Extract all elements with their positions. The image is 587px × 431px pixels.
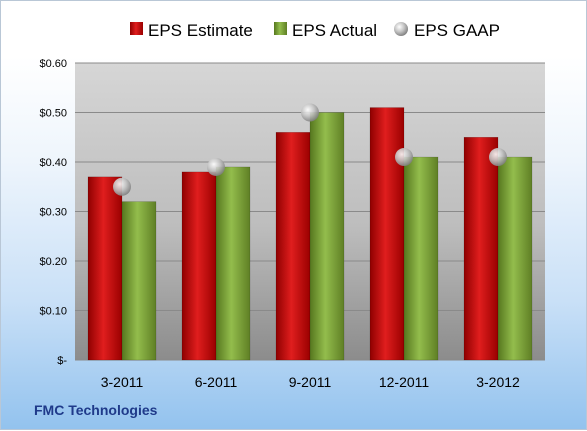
x-tick-label: 3-2011 — [101, 374, 144, 390]
bar-eps-estimate — [369, 107, 405, 361]
legend: EPS Estimate EPS Actual EPS GAAP — [130, 21, 500, 40]
legend-swatch-actual — [274, 22, 287, 35]
legend-label-estimate: EPS Estimate — [148, 21, 253, 40]
marker-eps-gaap — [301, 103, 319, 122]
bars — [87, 107, 533, 361]
legend-label-gaap: EPS GAAP — [414, 21, 500, 40]
y-tick-label: $0.40 — [39, 157, 67, 169]
marker-eps-gaap — [395, 148, 413, 167]
legend-item-gaap: EPS GAAP — [394, 21, 500, 40]
y-tick-label: $0.20 — [39, 256, 67, 268]
y-tick-label: $0.50 — [39, 108, 67, 120]
bar-eps-actual — [309, 112, 345, 361]
marker-eps-gaap — [489, 148, 507, 167]
y-tick-label: $- — [57, 355, 67, 367]
bar-eps-estimate — [87, 176, 123, 361]
bar-eps-actual — [215, 166, 251, 361]
x-tick-label: 12-2011 — [379, 374, 430, 390]
bar-eps-actual — [403, 156, 439, 361]
company-name: FMC Technologies — [34, 402, 158, 418]
x-tick-label: 3-2012 — [476, 374, 520, 390]
y-tick-label: $0.10 — [39, 306, 67, 318]
x-tick-label: 9-2011 — [289, 374, 332, 390]
y-tick-label: $0.30 — [39, 207, 67, 219]
x-axis-ticks: 3-2011 6-2011 9-2011 12-2011 3-2012 — [101, 374, 520, 390]
legend-item-actual: EPS Actual — [274, 21, 377, 40]
bar-eps-estimate — [463, 137, 499, 361]
bar-eps-actual — [121, 201, 157, 361]
legend-label-actual: EPS Actual — [292, 21, 377, 40]
legend-swatch-gaap — [394, 22, 408, 36]
x-tick-label: 6-2011 — [195, 374, 238, 390]
gaap-markers — [113, 103, 507, 196]
bar-eps-actual — [497, 156, 533, 361]
marker-eps-gaap — [207, 157, 225, 176]
y-axis-ticks: $- $0.10 $0.20 $0.30 $0.40 $0.50 $0.60 — [39, 58, 67, 367]
marker-eps-gaap — [113, 177, 131, 196]
bar-eps-estimate — [275, 132, 311, 361]
y-tick-label: $0.60 — [39, 58, 67, 70]
legend-swatch-estimate — [130, 22, 143, 35]
legend-item-estimate: EPS Estimate — [130, 21, 253, 40]
bar-eps-estimate — [181, 171, 217, 361]
